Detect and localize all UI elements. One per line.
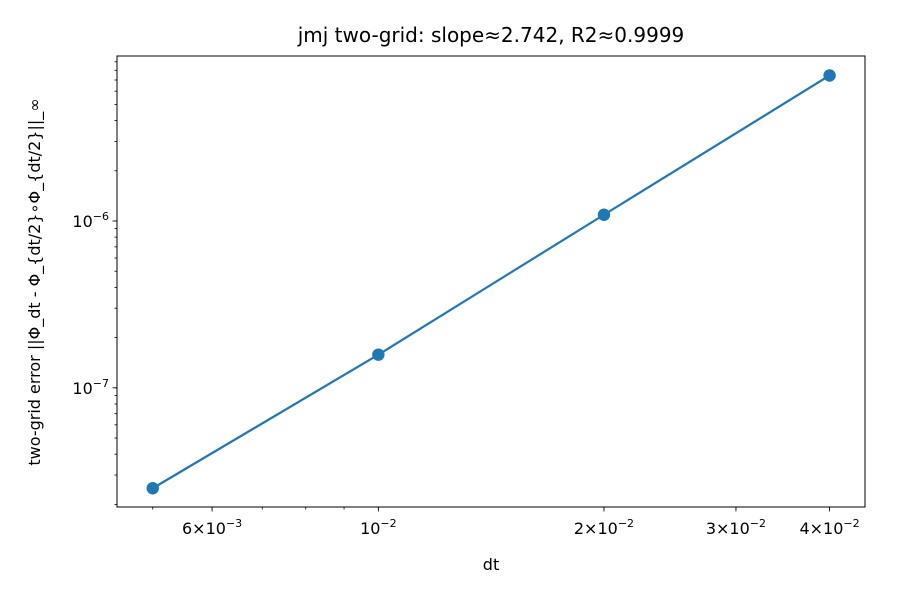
x-tick-label: 6×10−3 [182,517,242,538]
data-point [146,482,159,495]
plot-layer [146,69,836,495]
chart-title: jmj two-grid: slope≈2.742, R2≈0.9999 [297,23,685,47]
plot-frame [116,55,866,508]
data-point [597,208,611,221]
x-tick-label: 2×10−2 [574,517,634,538]
x-axis-label: dt [483,555,499,574]
x-tick-label: 3×10−2 [706,517,766,538]
x-tick-label: 4×10−2 [799,517,859,538]
data-point [823,69,836,82]
series-line [152,74,831,490]
y-axis-label: two-grid error ||Φ_dt - Φ_{dt/2}∘Φ_{dt/2… [25,98,45,465]
y-tick-label: 10−7 [72,377,109,398]
y-tick-label: 10−6 [72,210,109,231]
data-point [372,348,385,361]
x-tick-label: 10−2 [360,517,397,538]
ticks-layer: 6×10−3 10−2 2×10−2 3×10−2 4×10−2 10−7 10−6 [72,61,860,538]
